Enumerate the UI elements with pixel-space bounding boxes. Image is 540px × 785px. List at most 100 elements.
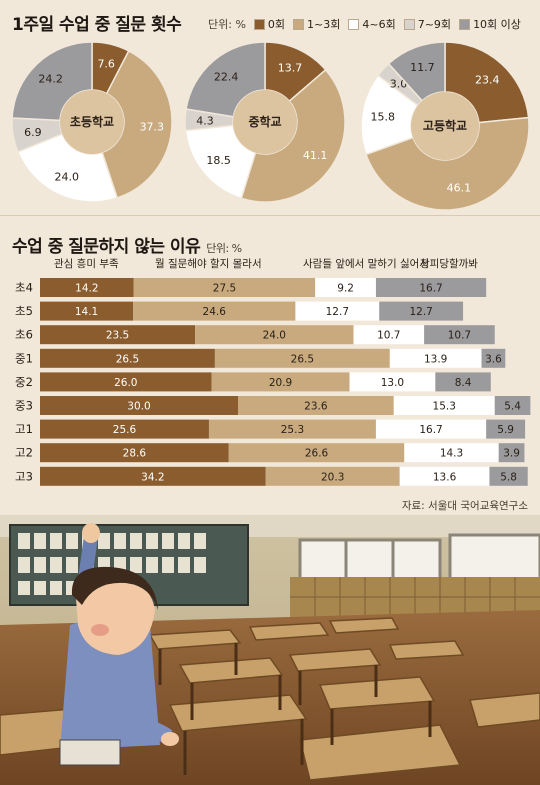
bar-7-value-2: 14.3 [440, 448, 463, 460]
bar-5-value-2: 15.3 [433, 401, 456, 413]
pie-0-value-label-3: 6.9 [24, 126, 42, 139]
legend-label-1: 1~3회 [307, 18, 341, 31]
bar-0-value-3: 16.7 [419, 283, 442, 295]
classroom-scene [0, 515, 540, 785]
pie-1-value-label-4: 22.4 [214, 70, 239, 83]
bar-section-title: 수업 중 질문하지 않는 이유 단위: % [12, 232, 242, 257]
bar-4-value-3: 8.4 [455, 377, 472, 389]
bar-1-value-1: 24.6 [203, 306, 227, 318]
bar-row-label-0: 초4 [15, 281, 33, 295]
bar-0-value-1: 27.5 [213, 283, 236, 295]
bar-8-segment-1 [265, 466, 400, 486]
bar-6-segment-0 [40, 419, 209, 439]
pie-0-value-label-2: 24.0 [55, 170, 80, 183]
bar-3-value-3: 3.6 [485, 353, 502, 365]
bar-title-text: 수업 중 질문하지 않는 이유 [12, 237, 201, 257]
bar-6-segment-2 [375, 419, 487, 439]
bar-3-segment-2 [389, 348, 482, 368]
bar-4-segment-2 [349, 372, 436, 392]
bar-1-segment-3 [379, 301, 464, 321]
bar-2-segment-0 [40, 325, 196, 345]
bar-8-value-1: 20.3 [321, 471, 344, 483]
legend-swatch-0 [253, 18, 265, 30]
bar-row-label-8: 고3 [15, 469, 33, 483]
bar-1-segment-2 [295, 301, 380, 321]
pie-1-value-label-3: 4.3 [196, 114, 214, 127]
bar-6-segment-3 [486, 419, 526, 439]
bar-4-segment-1 [211, 372, 350, 392]
bar-0-segment-3 [375, 278, 487, 297]
bar-row-label-5: 중3 [15, 399, 33, 413]
bar-2-segment-1 [195, 325, 354, 345]
bar-8-segment-3 [489, 466, 528, 486]
bar-5-value-3: 5.4 [504, 401, 521, 413]
bar-8-value-2: 13.6 [433, 471, 457, 483]
column-label-dont-know: 뭘 질문해야 할지 몰라서 [155, 258, 262, 270]
legend-swatch-4 [459, 18, 471, 30]
legend-item-4: 10회 이상 [459, 16, 521, 32]
classroom-illustration [0, 515, 540, 785]
bar-6-value-0: 25.6 [113, 424, 137, 436]
bar-column-labels: 관심 흥미 부족 뭘 질문해야 할지 몰라서 사람들 앞에서 말하기 싫어서 창… [0, 256, 540, 272]
bar-1-value-2: 12.7 [326, 306, 349, 318]
legend-swatch-3 [403, 18, 415, 30]
bar-row-label-4: 중2 [15, 375, 33, 389]
bar-3-segment-3 [481, 348, 506, 368]
bar-3-segment-0 [40, 348, 215, 368]
bar-2-segment-3 [424, 325, 495, 345]
bar-row-label-6: 고1 [15, 422, 33, 436]
bar-6-value-1: 25.3 [281, 424, 304, 436]
student-figure [59, 523, 179, 766]
bar-0-segment-2 [315, 278, 376, 297]
no-question-reasons-section: 수업 중 질문하지 않는 이유 단위: % [0, 215, 540, 516]
bar-2-value-0: 23.5 [106, 330, 129, 342]
bar-row-label-7: 고2 [15, 446, 33, 460]
bar-3-value-0: 26.5 [116, 353, 139, 365]
bar-2-value-3: 10.7 [448, 330, 471, 342]
bar-3-value-2: 13.9 [424, 353, 447, 365]
bar-4-value-1: 20.9 [269, 377, 292, 389]
bar-row-label-2: 초6 [15, 328, 33, 342]
bar-7-segment-2 [404, 443, 499, 463]
bar-5-value-1: 23.6 [304, 401, 328, 413]
column-label-embarrassed: 창피당할까봐 [420, 258, 478, 270]
bar-5-segment-0 [40, 396, 238, 415]
legend-item-3: 7~9회 [403, 16, 451, 32]
bar-4-segment-0 [40, 372, 212, 392]
pie-1-center-label: 중학교 [248, 114, 281, 129]
bar-1-segment-1 [133, 301, 296, 321]
bar-5-segment-1 [238, 396, 394, 415]
question-frequency-section: 1주일 수업 중 질문 횟수 단위: % 0회 1~3회 4~6회 7~9회 1… [0, 0, 540, 215]
bar-7-segment-0 [40, 443, 229, 463]
bar-1-value-0: 14.1 [75, 306, 98, 318]
legend-item-2: 4~6회 [348, 16, 396, 32]
pie-0-value-label-4: 24.2 [38, 73, 63, 86]
bar-6-value-3: 5.9 [497, 424, 514, 436]
bar-1-segment-0 [40, 301, 134, 321]
pie-title-text: 1주일 수업 중 질문 횟수 [12, 15, 182, 35]
pie-2-value-label-1: 46.1 [447, 181, 472, 194]
bar-6-value-2: 16.7 [419, 424, 442, 436]
pie-2-center [411, 92, 479, 160]
pie-2-value-label-4: 11.7 [410, 61, 435, 74]
bar-8-segment-0 [40, 466, 266, 486]
bar-0-segment-0 [40, 278, 134, 297]
donut-charts: 7.6 37.3 24.0 6.9 24.2 초등학교 13.7 41.1 18.5 4.3 22.… [11, 41, 530, 211]
bar-7-value-1: 26.6 [305, 448, 329, 460]
bar-7-value-3: 3.9 [503, 448, 520, 460]
bar-2-value-1: 24.0 [263, 330, 286, 342]
legend-label-4: 10회 이상 [473, 18, 521, 31]
bar-8-value-0: 34.2 [141, 471, 164, 483]
bar-0-value-0: 14.2 [75, 283, 98, 295]
bar-0-segment-1 [133, 278, 316, 297]
pie-0-value-label-1: 37.3 [140, 121, 165, 134]
pie-unit-label: 단위: % [208, 18, 246, 31]
pie-2-value-label-2: 15.8 [370, 111, 395, 124]
bar-7-segment-3 [498, 443, 525, 463]
pie-2-center-label: 고등학교 [423, 118, 467, 133]
bar-row-label-1: 초5 [15, 304, 33, 318]
pie-0-center-label: 초등학교 [70, 114, 114, 129]
pie-1-value-label-0: 13.7 [278, 61, 303, 74]
legend-swatch-1 [293, 18, 305, 30]
bar-2-value-2: 10.7 [377, 330, 400, 342]
